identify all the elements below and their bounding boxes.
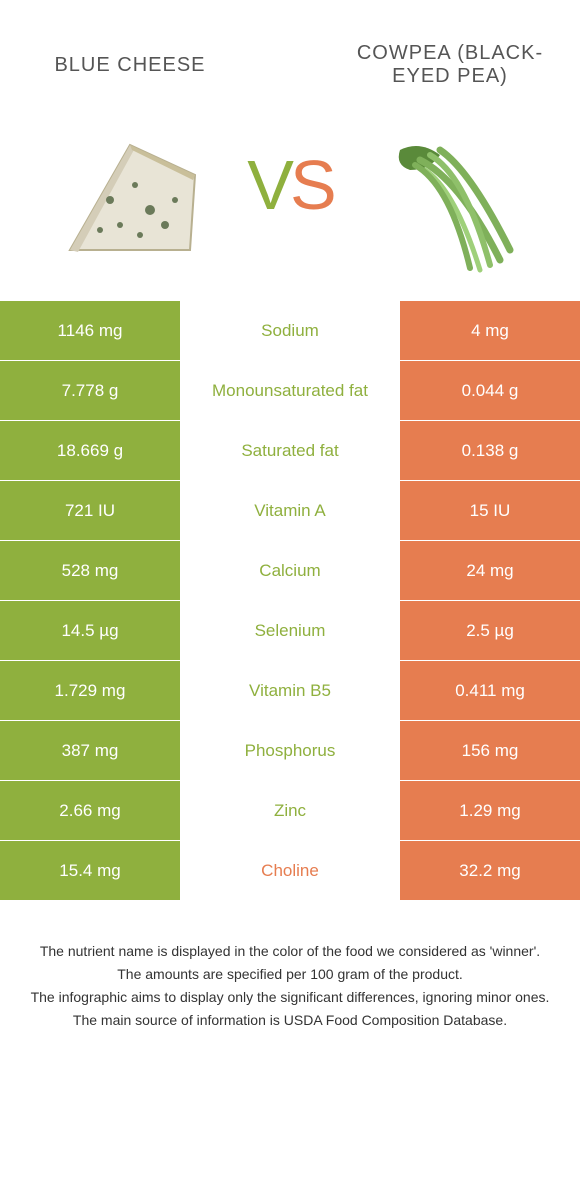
nutrient-label: Vitamin A [180, 481, 400, 540]
right-value: 2.5 µg [400, 601, 580, 660]
left-value: 721 IU [0, 481, 180, 540]
vs-label: VS [247, 145, 332, 225]
nutrient-label: Zinc [180, 781, 400, 840]
table-row: 15.4 mgCholine32.2 mg [0, 841, 580, 901]
header: BLUE CHEESE VS COWPEA (BLACK-EYED PEA) [0, 0, 580, 300]
nutrient-label: Choline [180, 841, 400, 900]
right-value: 15 IU [400, 481, 580, 540]
table-row: 1.729 mgVitamin B50.411 mg [0, 661, 580, 721]
nutrient-label: Saturated fat [180, 421, 400, 480]
table-row: 18.669 gSaturated fat0.138 g [0, 421, 580, 481]
footer-line: The main source of information is USDA F… [30, 1010, 550, 1031]
nutrient-label: Phosphorus [180, 721, 400, 780]
vs-v: V [247, 146, 290, 224]
right-value: 1.29 mg [400, 781, 580, 840]
nutrient-label: Vitamin B5 [180, 661, 400, 720]
cowpea-icon [370, 120, 530, 280]
left-value: 18.669 g [0, 421, 180, 480]
right-food-title: COWPEA (BLACK-EYED PEA) [350, 30, 550, 100]
table-row: 14.5 µgSelenium2.5 µg [0, 601, 580, 661]
right-value: 0.044 g [400, 361, 580, 420]
table-row: 2.66 mgZinc1.29 mg [0, 781, 580, 841]
left-value: 15.4 mg [0, 841, 180, 900]
right-value: 0.138 g [400, 421, 580, 480]
nutrient-table: 1146 mgSodium4 mg7.778 gMonounsaturated … [0, 300, 580, 901]
footer-line: The nutrient name is displayed in the co… [30, 941, 550, 962]
left-value: 14.5 µg [0, 601, 180, 660]
right-value: 0.411 mg [400, 661, 580, 720]
nutrient-label: Calcium [180, 541, 400, 600]
table-row: 387 mgPhosphorus156 mg [0, 721, 580, 781]
right-food-column: COWPEA (BLACK-EYED PEA) [350, 30, 550, 280]
right-value: 32.2 mg [400, 841, 580, 900]
left-value: 387 mg [0, 721, 180, 780]
left-value: 7.778 g [0, 361, 180, 420]
table-row: 721 IUVitamin A15 IU [0, 481, 580, 541]
left-value: 1.729 mg [0, 661, 180, 720]
left-food-column: BLUE CHEESE [30, 30, 230, 280]
right-value: 156 mg [400, 721, 580, 780]
vs-s: S [290, 146, 333, 224]
blue-cheese-icon [50, 120, 210, 280]
right-value: 24 mg [400, 541, 580, 600]
left-food-title: BLUE CHEESE [54, 30, 205, 100]
nutrient-label: Selenium [180, 601, 400, 660]
left-value: 528 mg [0, 541, 180, 600]
footer-line: The amounts are specified per 100 gram o… [30, 964, 550, 985]
table-row: 7.778 gMonounsaturated fat0.044 g [0, 361, 580, 421]
right-value: 4 mg [400, 301, 580, 360]
footer-notes: The nutrient name is displayed in the co… [0, 901, 580, 1031]
nutrient-label: Sodium [180, 301, 400, 360]
footer-line: The infographic aims to display only the… [30, 987, 550, 1008]
table-row: 1146 mgSodium4 mg [0, 301, 580, 361]
left-value: 2.66 mg [0, 781, 180, 840]
left-value: 1146 mg [0, 301, 180, 360]
nutrient-label: Monounsaturated fat [180, 361, 400, 420]
table-row: 528 mgCalcium24 mg [0, 541, 580, 601]
